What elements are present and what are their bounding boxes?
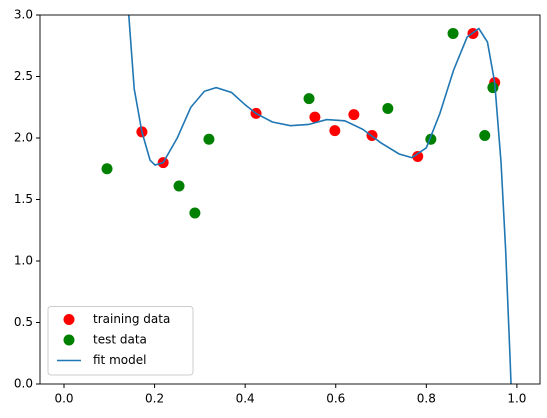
y-tick-label: 2.5 [14,69,33,83]
x-tick-label: 0.8 [417,392,436,406]
legend-box [47,306,194,376]
scatter-point [303,93,315,105]
y-tick-label: 0.0 [14,377,33,391]
y-tick-label: 0.5 [14,315,33,329]
scatter-point [447,27,459,39]
scatter-point [479,130,491,142]
legend-label: test data [93,333,147,347]
scatter-point [329,125,341,137]
y-tick-label: 1.0 [14,254,33,268]
y-tick-label: 1.5 [14,192,33,206]
plot-series [101,15,512,384]
scatter-point [101,163,113,175]
x-tick-label: 1.0 [507,392,526,406]
y-tick-label: 2.0 [14,131,33,145]
legend-swatch [63,334,75,346]
legend-label: fit model [93,353,146,367]
axes-frame [39,14,541,385]
x-tick-label: 0.6 [326,392,345,406]
fit-line [127,15,512,384]
scatter-point [348,109,360,121]
scatter-point [189,207,201,219]
scatter-point [487,82,499,94]
legend-label: training data [93,312,170,326]
scatter-point [412,150,424,162]
scatter-point [309,111,321,123]
x-tick-label: 0.0 [54,392,73,406]
scatter-point [173,180,185,192]
x-tick-label: 0.4 [236,392,255,406]
legend-swatch [63,314,75,325]
scatter-point [203,133,215,145]
scatter-point [382,102,394,114]
y-tick-label: 3.0 [14,8,33,22]
x-tick-label: 0.2 [145,392,164,406]
